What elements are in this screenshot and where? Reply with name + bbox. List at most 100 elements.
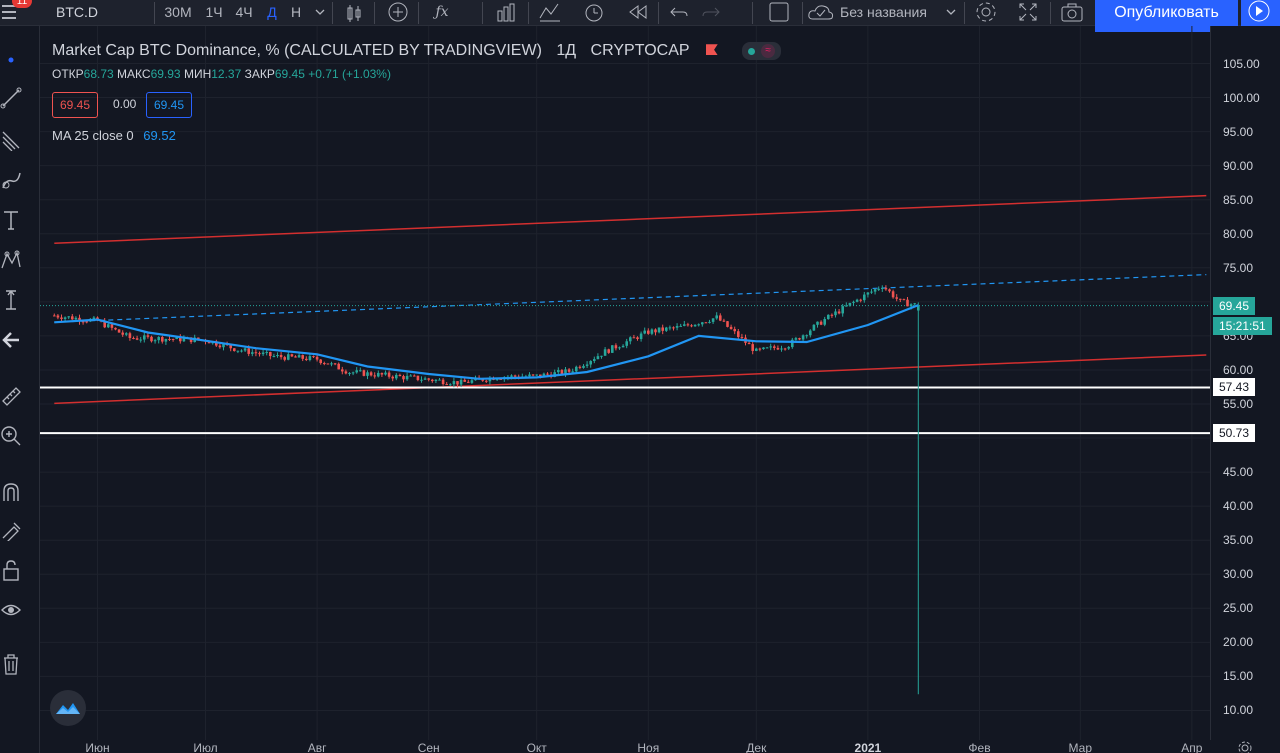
replay-icon[interactable] xyxy=(624,0,652,26)
price-axis[interactable]: 105.00100.0095.0090.0085.0080.0075.0070.… xyxy=(1210,26,1280,740)
candles-icon[interactable] xyxy=(340,0,368,26)
candle-body xyxy=(632,337,636,339)
cloud-icon[interactable] xyxy=(806,0,836,26)
chart-pane[interactable] xyxy=(40,26,1210,740)
lock-icon[interactable] xyxy=(0,556,22,584)
interval-4h[interactable]: 4Ч xyxy=(235,4,253,20)
candle-body xyxy=(305,358,308,361)
settings-gear-icon[interactable] xyxy=(972,0,1000,26)
candle-body xyxy=(139,339,142,341)
candle-body xyxy=(348,372,351,374)
candle-body xyxy=(459,379,463,385)
interval-1h[interactable]: 1Ч xyxy=(205,4,223,20)
crosshair-dot-icon[interactable] xyxy=(0,46,22,74)
interval-30m[interactable]: 30М xyxy=(164,4,192,20)
zoom-in-icon[interactable] xyxy=(0,422,22,450)
candle-body xyxy=(398,374,402,377)
ruler-icon[interactable] xyxy=(0,382,22,410)
open-value: 68.73 xyxy=(83,67,114,81)
time-axis[interactable]: Июн Июл Авг Сен Окт Ноя Дек 2021 Фев Мар Апр xyxy=(40,740,1210,753)
candle-body xyxy=(427,378,430,380)
candle-body xyxy=(895,297,898,299)
candle-body xyxy=(603,349,607,356)
compare-icon[interactable] xyxy=(536,0,564,26)
candle-body xyxy=(81,321,85,323)
tradingview-logo-icon[interactable] xyxy=(50,690,86,726)
candle-body xyxy=(265,351,268,353)
candle-body xyxy=(384,372,387,375)
candle-body xyxy=(715,315,718,319)
ma-25-line xyxy=(54,304,919,380)
candle-body xyxy=(74,317,78,320)
candle-body xyxy=(834,311,837,316)
candle-body xyxy=(780,348,783,350)
candle-body xyxy=(456,381,459,385)
alert-icon[interactable] xyxy=(580,0,608,26)
screenshot-camera-icon[interactable] xyxy=(1058,0,1086,26)
candle-body xyxy=(639,333,643,340)
financials-icon[interactable] xyxy=(492,0,520,26)
candle-body xyxy=(222,343,225,348)
buy-button[interactable]: 69.45 xyxy=(146,92,193,118)
candle-body xyxy=(866,292,870,295)
layout-dropdown-icon[interactable] xyxy=(944,0,958,26)
open-label: ОТКР xyxy=(52,67,84,81)
interval-day[interactable]: Д xyxy=(267,4,277,20)
interval-dropdown-icon[interactable] xyxy=(310,0,330,26)
indicators-fx-icon[interactable]: ƒx xyxy=(435,4,449,20)
back-arrow-icon[interactable] xyxy=(0,326,22,354)
time-tick-label: Окт xyxy=(526,741,547,753)
candle-body xyxy=(794,338,798,340)
candle-body xyxy=(333,363,337,365)
stay-drawing-icon[interactable] xyxy=(0,516,22,544)
candle-body xyxy=(531,374,535,376)
menu-icon[interactable] xyxy=(0,0,20,24)
candle-body xyxy=(294,356,297,358)
ma-value: 69.52 xyxy=(143,128,176,143)
add-indicator-icon[interactable] xyxy=(384,0,412,26)
layout-name[interactable]: Без названия xyxy=(840,4,927,20)
flag-icon[interactable] xyxy=(705,44,718,56)
axis-settings-gear-icon[interactable] xyxy=(1236,738,1254,753)
trend-line-icon[interactable] xyxy=(0,84,22,112)
trash-icon[interactable] xyxy=(0,650,22,678)
candle-body xyxy=(589,361,592,365)
candle-body xyxy=(539,374,542,377)
candle-body xyxy=(729,326,733,330)
candle-body xyxy=(135,338,139,340)
candle-body xyxy=(675,326,679,328)
layout-icon[interactable] xyxy=(764,0,794,26)
price-chart[interactable] xyxy=(40,26,1210,740)
candle-body xyxy=(567,369,571,372)
candle-body xyxy=(150,336,153,342)
dashed-trendline xyxy=(54,274,1207,323)
eye-icon[interactable] xyxy=(0,596,22,624)
interval-week[interactable]: Н xyxy=(290,4,302,20)
symbol-search[interactable]: BTC.D xyxy=(56,4,98,20)
pitchfork-icon[interactable] xyxy=(0,126,22,154)
candle-body xyxy=(621,345,625,348)
candle-body xyxy=(740,336,744,338)
candle-body xyxy=(171,339,175,341)
candle-body xyxy=(413,375,416,377)
candle-body xyxy=(449,384,452,386)
pattern-icon[interactable] xyxy=(0,246,22,274)
brush-icon[interactable] xyxy=(0,166,22,194)
notification-badge[interactable]: 11 xyxy=(12,0,32,8)
magnet-icon[interactable] xyxy=(0,478,22,506)
candle-body xyxy=(420,379,423,381)
candle-body xyxy=(175,336,178,340)
time-tick-label: Июн xyxy=(85,741,110,753)
candle-body xyxy=(513,375,517,377)
sell-button[interactable]: 69.45 xyxy=(52,92,99,118)
redo-icon[interactable] xyxy=(698,0,724,26)
fullscreen-icon[interactable] xyxy=(1014,0,1042,26)
market-status-toggle[interactable]: ≈ xyxy=(742,42,782,60)
undo-icon[interactable] xyxy=(666,0,692,26)
candle-body xyxy=(71,316,74,320)
text-tool-icon[interactable] xyxy=(0,206,22,234)
measure-icon[interactable] xyxy=(0,286,22,314)
candle-body xyxy=(402,376,405,380)
ma-legend[interactable]: MA 25 close 0 69.52 xyxy=(52,128,176,143)
level-tag: 50.73 xyxy=(1213,424,1256,443)
